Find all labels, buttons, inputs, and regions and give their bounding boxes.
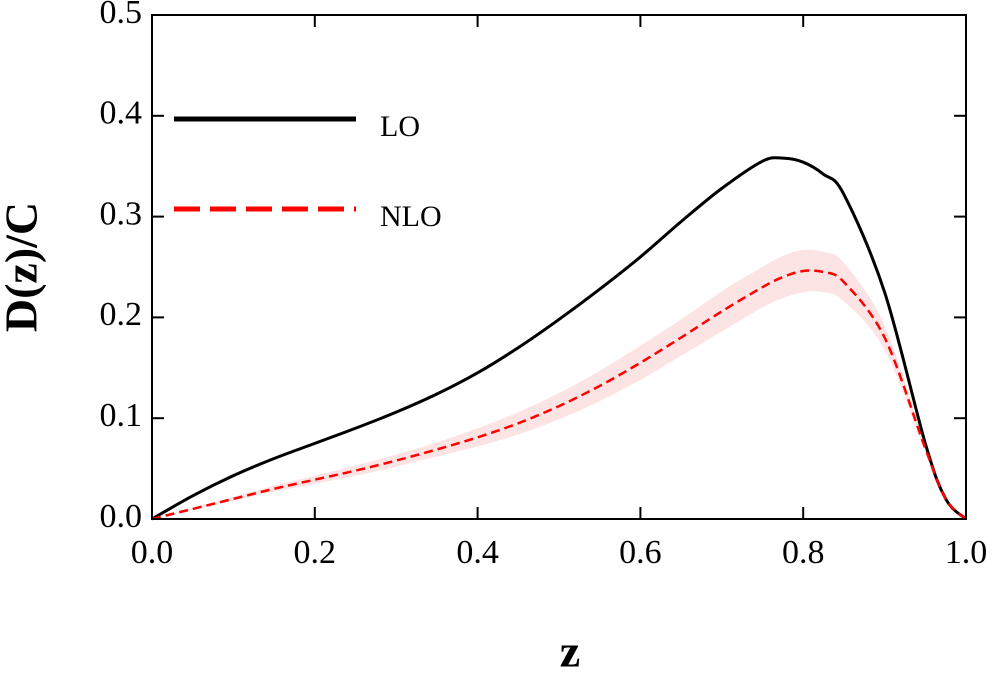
x-axis-label: z [560,626,580,674]
y-tick-label: 0.2 [100,296,143,333]
y-tick-label: 0.0 [100,498,143,535]
y-tick-label: 0.3 [100,195,143,232]
series-line [151,269,967,521]
x-tick-label: 0.0 [131,534,174,571]
x-tick-label: 0.8 [782,534,825,571]
x-tick-label: 0.4 [456,534,499,571]
series-line [151,156,968,521]
x-tick-label: 0.6 [619,534,662,571]
uncertainty-band [152,249,966,519]
y-axis-label: D(z)/C [0,202,47,332]
plot-frame [151,14,967,520]
legend-label: LO [380,110,420,143]
x-tick-label: 1.0 [945,534,988,571]
y-tick-label: 0.4 [100,95,143,132]
x-tick-label: 0.2 [294,534,337,571]
legend-label: NLO [380,200,442,233]
y-tick-label: 0.5 [100,0,143,31]
y-tick-label: 0.1 [100,397,143,434]
